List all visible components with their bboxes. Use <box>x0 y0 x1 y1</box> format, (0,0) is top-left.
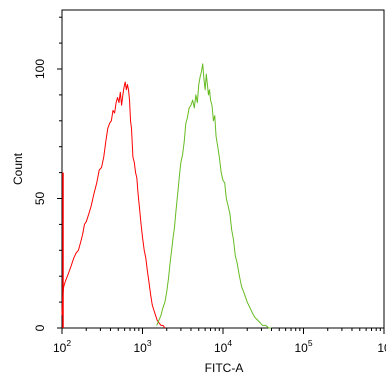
x-axis-title: FITC-A <box>205 361 244 375</box>
x-tick-label: 104 <box>214 338 232 355</box>
histogram-series-2 <box>156 63 272 329</box>
y-tick-label: 100 <box>33 59 47 79</box>
x-tick-label: 10 <box>377 341 386 355</box>
x-tick-label: 105 <box>294 338 312 355</box>
x-axis-ticks: 102 103 104 105 10 <box>53 328 386 355</box>
x-tick-label: 102 <box>53 338 71 355</box>
plot-frame <box>61 9 385 329</box>
histogram-series-1 <box>61 81 166 329</box>
y-tick-label: 50 <box>33 192 47 206</box>
y-axis-title: Count <box>11 152 25 185</box>
y-axis-ticks: 0 50 100 <box>33 16 62 331</box>
y-tick-label: 0 <box>33 324 47 331</box>
series-layer <box>61 63 272 329</box>
x-tick-label: 103 <box>133 338 151 355</box>
